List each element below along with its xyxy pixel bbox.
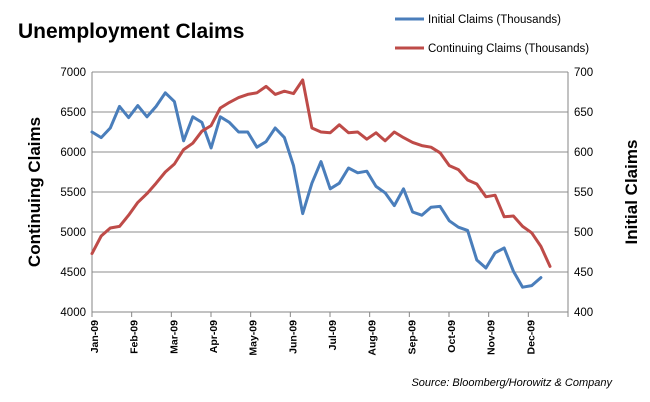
initial-claims-line xyxy=(90,91,543,289)
x-tick-label: Apr-09 xyxy=(208,320,220,353)
chart-title: Unemployment Claims xyxy=(18,20,244,43)
x-tick-label: Feb-09 xyxy=(129,320,141,354)
series-lines xyxy=(90,78,552,289)
right-tick-label: 450 xyxy=(574,267,593,279)
x-tick-label: Jan-09 xyxy=(89,320,101,353)
right-tick-label: 650 xyxy=(574,107,593,119)
x-tick-label: Nov-09 xyxy=(486,320,498,355)
right-tick-label: 600 xyxy=(574,147,593,159)
right-axis-title: Initial Claims xyxy=(622,140,641,245)
source-note: Source: Bloomberg/Horowitz & Company xyxy=(411,377,613,389)
x-axis-tick-labels: Jan-09 Feb-09 Mar-09 Apr-09 May-09 Jun-09 Jul-… xyxy=(89,320,537,356)
continuing-claims-line xyxy=(90,78,552,268)
right-tick-label: 400 xyxy=(574,307,593,319)
x-tick-label: Jun-09 xyxy=(287,320,299,354)
gridlines xyxy=(92,71,568,313)
right-axis-tick-labels: 400 450 500 550 600 650 700 xyxy=(574,67,593,319)
x-tick-label: Oct-09 xyxy=(446,320,458,353)
right-tick-label: 500 xyxy=(574,227,593,239)
left-tick-label: 5500 xyxy=(60,187,86,199)
x-tick-label: Dec-09 xyxy=(525,320,537,355)
left-tick-label: 6500 xyxy=(60,107,86,119)
x-tick-label: Aug-09 xyxy=(367,320,379,356)
x-tick-label: May-09 xyxy=(248,320,260,356)
legend: Initial Claims (Thousands) Continuing Cl… xyxy=(395,14,589,55)
left-axis-tick-labels: 4000 4500 5000 5500 6000 6500 7000 xyxy=(60,67,86,319)
legend-label-initial-claims: Initial Claims (Thousands) xyxy=(428,14,561,26)
left-axis-title: Continuing Claims xyxy=(25,117,44,267)
left-tick-label: 5000 xyxy=(60,227,86,239)
right-tick-label: 700 xyxy=(574,67,593,79)
left-tick-label: 4500 xyxy=(60,267,86,279)
axes xyxy=(91,72,569,317)
x-tick-label: Mar-09 xyxy=(168,320,180,354)
left-tick-label: 7000 xyxy=(60,67,86,79)
x-tick-label: Sep-09 xyxy=(406,320,418,355)
right-tick-label: 550 xyxy=(574,187,593,199)
x-tick-label: Jul-09 xyxy=(327,320,339,351)
left-tick-label: 6000 xyxy=(60,147,86,159)
legend-label-continuing-claims: Continuing Claims (Thousands) xyxy=(428,43,589,55)
left-tick-label: 4000 xyxy=(60,307,86,319)
